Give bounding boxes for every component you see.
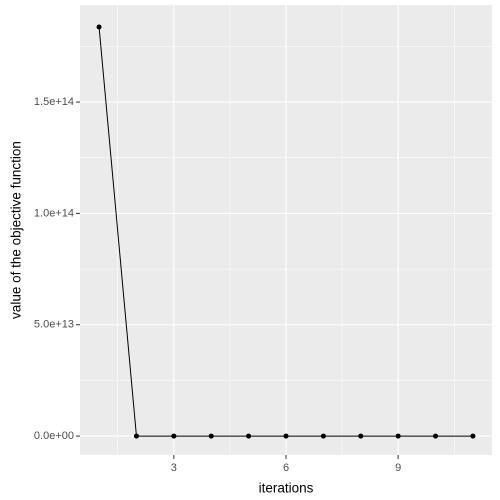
y-tick-label: 1.0e+14 [34,207,74,219]
plot [96,24,476,439]
y-axis-title: value of the objective function [9,141,24,319]
point [470,433,476,439]
point [96,24,102,30]
point [208,433,214,439]
point [283,433,289,439]
point [171,433,177,439]
point [395,433,401,439]
point [358,433,364,439]
point [133,433,139,439]
x-tick-label: 6 [283,462,289,474]
point [320,433,326,439]
point [433,433,439,439]
x-tick-label: 9 [395,462,401,474]
y-tick-label: 5.0e+13 [34,319,74,331]
x-tick-label: 3 [171,462,177,474]
point [246,433,252,439]
y-tick-label: 1.5e+14 [34,96,74,108]
y-tick-label: 0.0e+00 [34,430,74,442]
x-axis-title: iterations [259,481,314,496]
